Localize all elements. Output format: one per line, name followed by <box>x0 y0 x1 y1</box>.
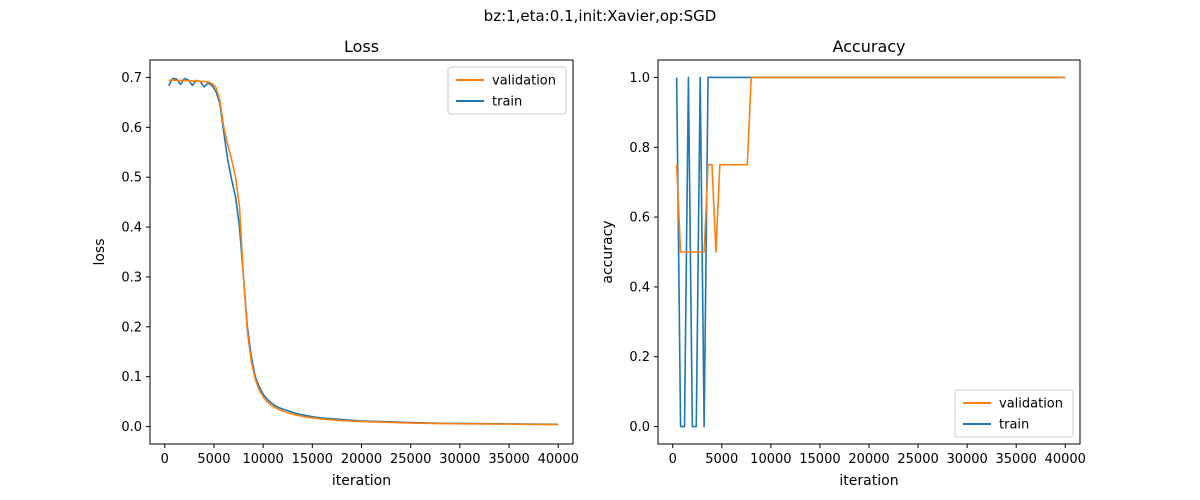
loss-y-axis-label: loss <box>92 238 108 265</box>
accuracy-axes-frame <box>657 59 1081 445</box>
loss-xtick-label: 40000 <box>538 452 579 467</box>
accuracy-legend-label-validation: validation <box>999 397 1063 412</box>
accuracy-y-axis-label: accuracy <box>600 220 616 283</box>
loss-legend: validation train <box>447 66 567 115</box>
loss-xtick-label: 5000 <box>197 452 230 467</box>
accuracy-ytick-label: 1.0 <box>629 71 650 86</box>
accuracy-xtick-label: 5000 <box>705 452 738 467</box>
accuracy-xtick-label: 10000 <box>750 452 791 467</box>
loss-xtick-label: 30000 <box>439 452 480 467</box>
loss-panel: 0 5000 10000 15000 20000 25000 30000 35000 40000… <box>92 37 579 489</box>
loss-ytick-label: 0.4 <box>121 221 142 236</box>
loss-xtick-label: 15000 <box>292 452 333 467</box>
loss-series-line-train <box>167 77 559 426</box>
accuracy-xtick-label: 0 <box>669 452 677 467</box>
loss-ytick-label: 0.3 <box>121 270 142 285</box>
loss-ytick-label: 0.5 <box>121 171 142 186</box>
accuracy-legend: validation train <box>954 389 1074 438</box>
accuracy-ytick-label: 0.4 <box>629 280 650 295</box>
loss-ytick-label: 0.6 <box>121 121 142 136</box>
loss-ytick-label: 0.7 <box>121 71 142 86</box>
accuracy-ytick-label: 0.6 <box>629 211 650 226</box>
accuracy-series-line-validation <box>675 76 1066 253</box>
accuracy-xtick-label: 40000 <box>1045 452 1086 467</box>
figure-suptitle: bz:1,eta:0.1,init:Xavier,op:SGD <box>484 7 717 25</box>
accuracy-xtick-label: 30000 <box>946 452 987 467</box>
accuracy-legend-box <box>954 389 1074 438</box>
accuracy-panel: 0 5000 10000 15000 20000 25000 30000 35000 40000… <box>600 37 1086 489</box>
accuracy-ytick-label: 0.2 <box>629 350 650 365</box>
loss-xtick-label: 25000 <box>390 452 431 467</box>
accuracy-series-line-train <box>675 76 1066 428</box>
accuracy-ytick-label: 0.0 <box>629 420 650 435</box>
loss-legend-label-train: train <box>492 95 522 110</box>
accuracy-legend-label-train: train <box>999 418 1029 433</box>
loss-legend-box <box>447 66 567 115</box>
loss-ytick-label: 0.2 <box>121 320 142 335</box>
loss-axes-frame <box>149 59 574 445</box>
loss-ytick-label: 0.0 <box>121 420 142 435</box>
loss-x-axis-label: iteration <box>332 473 391 489</box>
loss-chart-title: Loss <box>344 37 379 56</box>
loss-xtick-label: 20000 <box>341 452 382 467</box>
accuracy-xtick-label: 20000 <box>848 452 889 467</box>
loss-xtick-label: 10000 <box>242 452 283 467</box>
accuracy-x-axis-label: iteration <box>839 473 898 489</box>
loss-ytick-label: 0.1 <box>121 370 142 385</box>
loss-xtick-label: 35000 <box>488 452 529 467</box>
accuracy-ytick-label: 0.8 <box>629 141 650 156</box>
accuracy-xtick-label: 35000 <box>996 452 1037 467</box>
loss-series-line-validation <box>168 79 559 426</box>
accuracy-chart-title: Accuracy <box>832 37 905 56</box>
accuracy-xtick-label: 15000 <box>799 452 840 467</box>
loss-legend-label-validation: validation <box>492 74 556 89</box>
accuracy-xtick-label: 25000 <box>897 452 938 467</box>
loss-xtick-label: 0 <box>161 452 169 467</box>
